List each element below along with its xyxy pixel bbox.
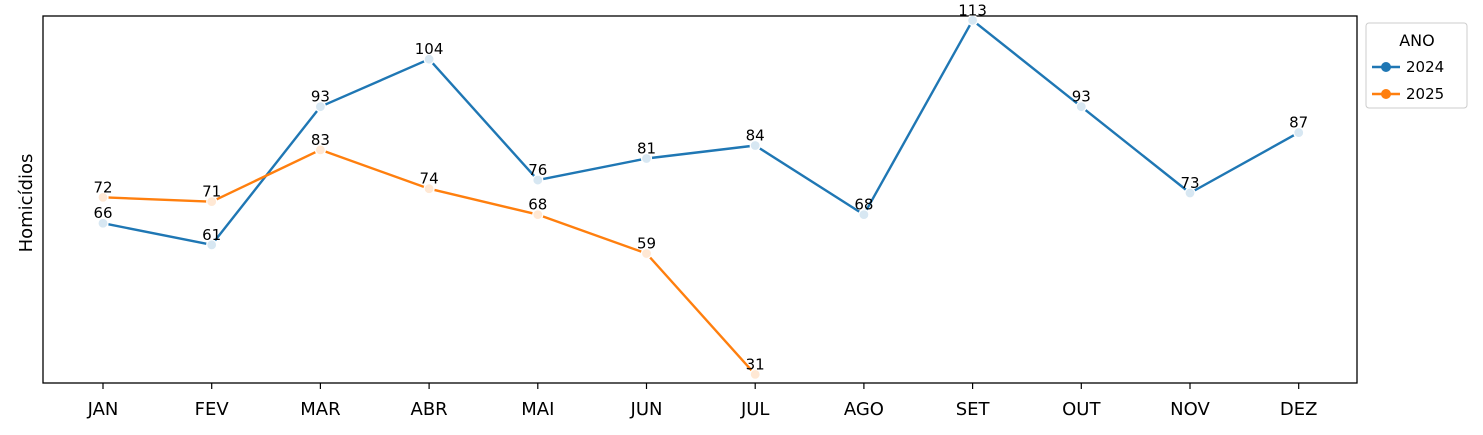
x-tick-label: MAI [521,399,554,420]
data-label: 68 [528,196,547,214]
data-label: 73 [1180,174,1199,192]
data-point [206,196,218,208]
legend-item: 2024 [1372,58,1444,76]
legend-swatch-marker [1381,89,1391,99]
x-tick-label: DEZ [1280,399,1318,420]
data-label: 113 [958,1,987,19]
data-label: 81 [637,139,656,157]
y-axis-label: Homicídios [16,154,37,253]
legend-label: 2025 [1406,85,1444,103]
data-label: 93 [1072,88,1091,106]
data-label: 93 [311,88,330,106]
data-point [966,14,979,26]
x-tick-label: MAR [300,399,340,420]
data-point [640,247,653,260]
data-point [314,144,326,156]
data-label: 72 [93,178,112,196]
legend-item: 2025 [1372,85,1444,103]
data-label: 84 [746,127,765,145]
data-label: 59 [637,234,656,252]
x-tick-label: SET [956,399,991,420]
x-tick-label: FEV [195,399,230,420]
data-point [423,53,435,65]
data-point [532,174,544,186]
x-tick-label: JUN [630,399,663,420]
data-label: 31 [746,355,765,373]
legend-box [1365,22,1468,109]
data-point [1184,187,1196,199]
legend-items: 2024 2025 [1372,58,1444,103]
series-line [102,19,1300,246]
data-point [749,368,761,380]
data-point [314,101,326,113]
data-point [206,239,218,251]
x-tick-label: OUT [1062,399,1101,420]
plot-frame [42,15,1358,384]
legend-swatch-marker [1381,62,1391,72]
x-tick-label: JAN [87,399,119,420]
x-axis: JAN FEV MAR ABR MAI JUN JUL AGO SET OUT NOV DEZ [87,383,1318,420]
data-label: 68 [854,196,873,214]
data-label: 71 [202,183,221,201]
data-point [1293,126,1305,139]
series-layer: 66 61 93 104 76 81 84 68 113 93 73 87 72 71 83 74 68 59 31 [93,1,1308,380]
legend-title: ANO [1399,31,1435,50]
legend-label: 2024 [1406,58,1444,76]
data-label: 83 [311,131,330,149]
data-label: 76 [528,161,547,179]
data-point [423,183,435,195]
data-point [97,217,109,229]
x-tick-label: ABR [411,399,448,420]
legend: ANO 2024 2025 [1365,22,1468,109]
data-label: 66 [93,204,112,222]
data-label: 87 [1289,114,1308,132]
data-point [640,152,653,165]
data-point [749,139,761,152]
x-tick-label: JUL [740,399,770,420]
data-point [97,191,109,203]
series-2025: 72 71 83 74 68 59 31 [93,131,765,380]
data-point [532,209,544,221]
data-point [858,209,870,221]
x-tick-label: AGO [844,399,884,420]
data-point [1075,101,1087,113]
series-2024: 66 61 93 104 76 81 84 68 113 93 73 87 [93,1,1308,251]
data-label: 104 [415,40,444,58]
data-label: 61 [202,226,221,244]
data-label: 74 [420,170,439,188]
x-tick-label: NOV [1170,399,1210,420]
